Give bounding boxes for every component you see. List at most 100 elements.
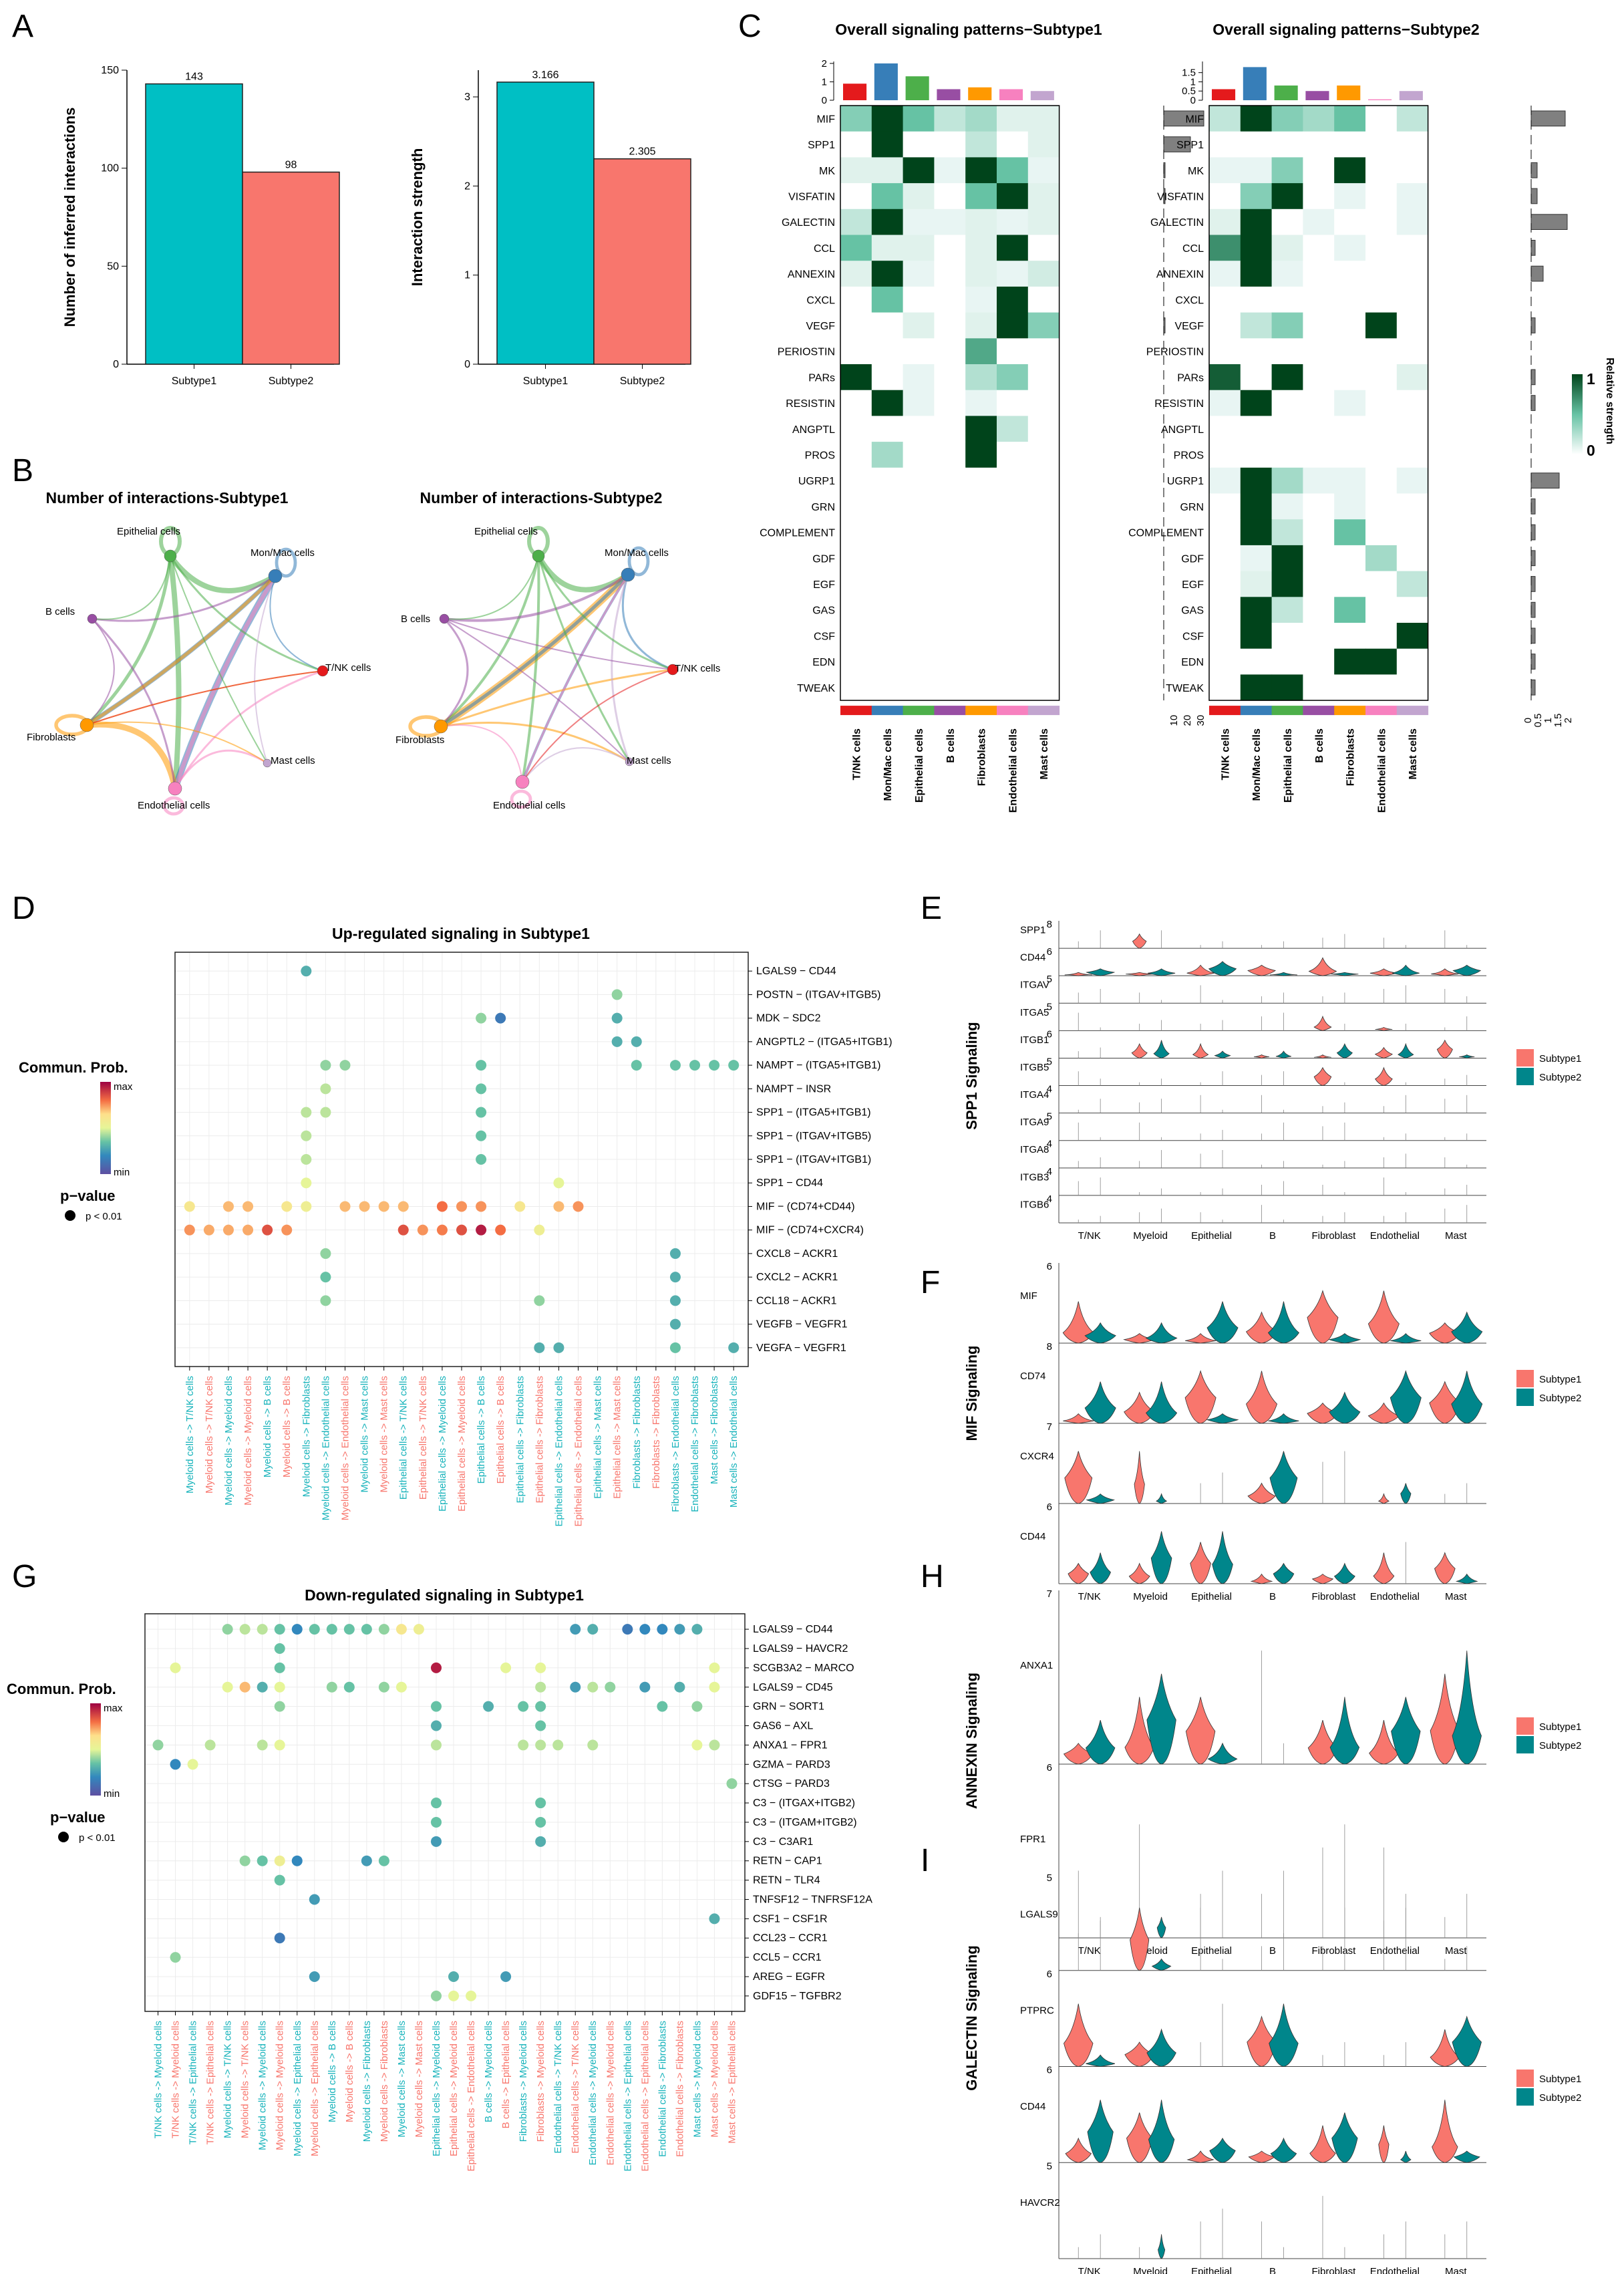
column-color-strip xyxy=(1209,706,1241,716)
violin-subtype1 xyxy=(1184,1370,1216,1424)
violin-subtype2 xyxy=(1451,1371,1483,1424)
heatmap-cell xyxy=(1209,157,1241,184)
dotplot-column-label: Mast cells -> Fibroblasts xyxy=(709,1376,720,1484)
heatmap-cell xyxy=(1365,390,1398,416)
heatmap-cell xyxy=(840,131,872,158)
network-node xyxy=(263,758,272,768)
dot xyxy=(466,1990,477,2001)
dot xyxy=(257,1739,268,1751)
dotplot-row-label: TNFSF12 − TNFRSF12A xyxy=(753,1894,872,1905)
heatmap-cell xyxy=(1209,208,1241,235)
violin-subtype2 xyxy=(1209,2137,1236,2163)
heatmap-cell xyxy=(965,157,997,184)
heatmap-cell xyxy=(840,106,872,132)
violin-side-title: GALECTIN Signaling xyxy=(963,1945,980,2091)
violin-subtype1 xyxy=(1367,1290,1400,1344)
heatmap-cell xyxy=(1365,338,1398,365)
dotplot-row-label: CTSG − PARD3 xyxy=(753,1778,830,1790)
column-color-strip xyxy=(1303,706,1335,716)
dot xyxy=(456,1224,467,1236)
top-bar-5 xyxy=(999,89,1023,100)
heatmap-cell xyxy=(871,157,904,184)
dotplot-row-label: ANGPTL2 − (ITGA5+ITGB1) xyxy=(756,1036,892,1048)
legend-key-subtype1 xyxy=(1516,1049,1534,1067)
heatmap-cell xyxy=(871,364,904,391)
violin-side-title: SPP1 Signaling xyxy=(963,1022,980,1129)
legend-tick-max: 1 xyxy=(1587,370,1595,388)
heatmap-cell xyxy=(1027,364,1060,391)
panel-i-violins: GALECTIN Signaling 5 LGALS9 6 PTPRC 6 CD44 5 HAV… xyxy=(963,1872,1581,2274)
heatmap-cell xyxy=(934,545,966,572)
dot xyxy=(534,1295,545,1306)
column-color-strip xyxy=(871,706,904,716)
heatmap-cell xyxy=(840,416,872,442)
heatmap-cell xyxy=(1209,442,1241,468)
heatmap-cell xyxy=(965,364,997,391)
dotplot-column-label: Myeloid cells -> B cells xyxy=(262,1376,273,1477)
dot xyxy=(514,1201,526,1212)
heatmap-cell xyxy=(1334,235,1366,261)
dotplot-column-label: Epithelial cells -> Endothelial cells xyxy=(573,1376,585,1527)
violin-subtype1 xyxy=(1429,1381,1461,1424)
heatmap-cell xyxy=(840,338,872,365)
heatmap-cell xyxy=(1396,157,1429,184)
heatmap-cell xyxy=(1334,545,1366,572)
column-color-strip xyxy=(903,706,935,716)
y-axis-label: Number of inferred interactions xyxy=(61,108,78,327)
heatmap-cell xyxy=(903,286,935,313)
bar-subtype2 xyxy=(593,158,691,365)
node-label: T/NK cells xyxy=(325,662,371,674)
bar-value-label: 98 xyxy=(285,160,297,171)
dot xyxy=(570,1624,581,1635)
heatmap-cell xyxy=(1396,106,1429,132)
legend-gradient xyxy=(1572,374,1583,454)
heatmap-cell xyxy=(1027,235,1060,261)
network-node xyxy=(667,664,679,676)
violin-group-label: Epithelial xyxy=(1191,1230,1232,1242)
panel-b-networks: Number of interactions-Subtype1 Epithelia… xyxy=(27,489,720,816)
network-edge xyxy=(168,554,277,594)
heatmap-cell xyxy=(840,286,872,313)
heatmap-cell xyxy=(965,623,997,650)
heatmap-cell xyxy=(1365,519,1398,546)
heatmap-row-label: VEGF xyxy=(806,321,835,332)
row-strength-bar xyxy=(1530,679,1536,696)
heatmap-row-label: CCL xyxy=(1182,243,1204,255)
row-strength-bar xyxy=(1530,369,1536,386)
violin-subtype1 xyxy=(1126,2112,1153,2163)
heatmap-cell xyxy=(1027,493,1060,520)
panel-e-violins: SPP1 Signaling8SPP16CD445ITGAV5ITGA56ITG… xyxy=(963,919,1581,1242)
dotplot-column-label: Mast cells -> Myeloid cells xyxy=(709,2021,720,2138)
dotplot-column-label: Endothelial cells -> Fibroblasts xyxy=(674,2021,685,2157)
heatmap-cell xyxy=(1365,312,1398,339)
violin-subtype1 xyxy=(1185,1697,1216,1765)
dotplot-column-label: T/NK cells -> Epithelial cells xyxy=(205,2021,216,2144)
heatmap-cell xyxy=(997,364,1029,391)
row-strength-bar xyxy=(1530,499,1536,515)
heatmap-cell xyxy=(903,623,935,650)
dotplot-column-label: B cells -> Myeloid cells xyxy=(483,2021,494,2122)
heatmap-cell xyxy=(1271,390,1303,416)
dot xyxy=(639,1681,651,1693)
dotplot-column-label: Mast cells -> Epithelial cells xyxy=(726,2021,738,2144)
dotplot-row-label: SPP1 − CD44 xyxy=(756,1177,823,1189)
violin-subtype1 xyxy=(1063,1413,1094,1424)
heatmap-row-label: PARs xyxy=(1177,372,1204,384)
legend-label-subtype2: Subtype2 xyxy=(1539,1393,1581,1404)
violin-subtype1 xyxy=(1377,1493,1390,1504)
dot xyxy=(476,1107,487,1118)
dotplot-row-label: RETN − TLR4 xyxy=(753,1875,820,1886)
violin-subtype2 xyxy=(1390,1370,1422,1424)
heatmap-cell xyxy=(1209,597,1241,623)
violin-subtype1 xyxy=(1367,1402,1400,1424)
legend-title: Commun. Prob. xyxy=(7,1681,116,1697)
heatmap-cell xyxy=(1027,467,1060,494)
heatmap-cell xyxy=(1271,106,1303,132)
bar-subtype1 xyxy=(496,82,595,365)
dotplot-row-label: LGALS9 − CD44 xyxy=(756,966,836,977)
dot xyxy=(611,1012,623,1024)
dotplot-column-label: Epithelial cells -> Fibroblasts xyxy=(534,1376,545,1504)
dotplot-row-label: VEGFB − VEGFR1 xyxy=(756,1319,848,1330)
dotplot-column-label: Myeloid cells -> Fibroblasts xyxy=(379,2021,390,2142)
heatmap-row-label: MIF xyxy=(1185,114,1204,125)
